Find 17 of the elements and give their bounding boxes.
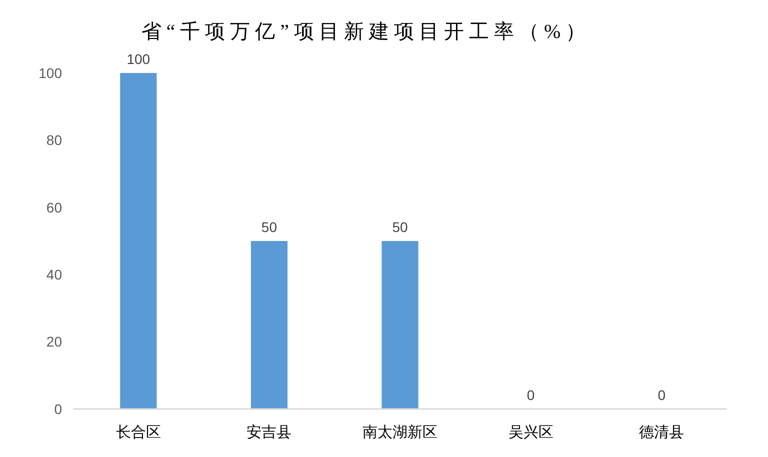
y-tick-label: 80 [46, 132, 62, 148]
y-tick-label: 60 [46, 199, 62, 216]
y-tick-label: 40 [46, 266, 62, 282]
x-tick-label: 南太湖新区 [362, 424, 438, 441]
data-label: 100 [126, 51, 150, 67]
y-tick-label: 100 [38, 64, 62, 81]
data-label: 50 [392, 219, 408, 235]
chart-title: 省“千项万亿”项目新建项目开工率（%） [141, 21, 591, 43]
y-tick-label: 0 [54, 400, 62, 417]
data-label: 0 [658, 387, 666, 403]
x-tick-label: 安吉县 [246, 424, 292, 441]
x-tick-label: 长合区 [116, 424, 161, 441]
data-label: 50 [261, 219, 278, 235]
y-tick-label: 20 [46, 334, 62, 350]
x-tick-label: 吴兴区 [508, 424, 554, 441]
x-tick-label: 德清县 [639, 424, 684, 441]
data-label: 0 [526, 387, 535, 403]
